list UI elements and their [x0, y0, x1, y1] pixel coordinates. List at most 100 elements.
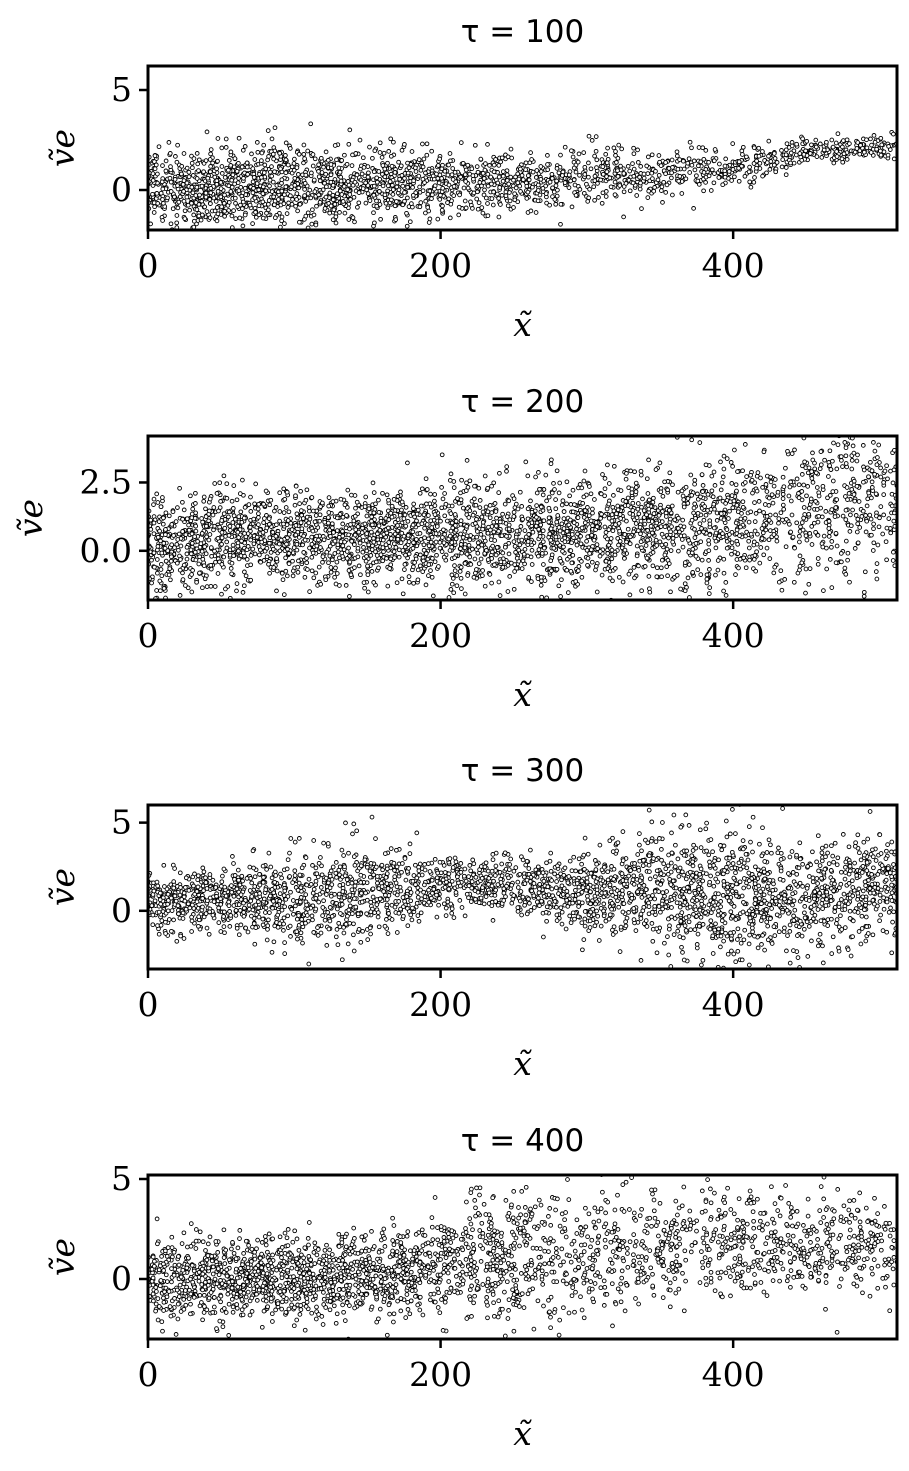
data-point [485, 171, 491, 177]
data-point [756, 145, 762, 151]
data-point [691, 620, 695, 624]
data-point [303, 199, 309, 204]
data-point [475, 189, 480, 195]
data-point [857, 151, 863, 157]
data-point [435, 216, 441, 222]
data-point [462, 545, 468, 551]
data-point [180, 516, 185, 522]
data-point [320, 500, 325, 506]
data-point [541, 518, 547, 524]
data-point [165, 195, 170, 201]
data-point [365, 589, 371, 595]
data-point [534, 168, 540, 173]
data-point [864, 503, 870, 509]
data-point [152, 204, 157, 210]
data-point [238, 202, 243, 208]
data-point [788, 160, 793, 166]
data-point [495, 191, 500, 197]
data-point [868, 459, 873, 465]
data-point [869, 479, 875, 485]
data-point [704, 576, 710, 582]
data-point [593, 134, 599, 139]
data-point [439, 176, 444, 181]
data-point [294, 547, 300, 553]
data-point [600, 171, 606, 177]
data-point [363, 558, 369, 564]
data-point [172, 545, 177, 550]
data-point [391, 541, 397, 547]
data-point [813, 144, 819, 150]
data-point [267, 540, 272, 546]
data-point [281, 486, 287, 492]
data-point [369, 518, 374, 524]
data-point [528, 498, 533, 504]
data-point [356, 190, 362, 195]
data-point [286, 509, 292, 515]
data-point [234, 588, 239, 594]
data-point [558, 152, 563, 158]
data-point [450, 166, 456, 171]
data-point [382, 192, 388, 198]
data-point [245, 544, 251, 549]
data-point [787, 484, 793, 490]
data-point [774, 538, 780, 544]
data-point [340, 199, 346, 204]
data-point [226, 509, 232, 515]
data-point [240, 147, 246, 153]
data-point [221, 473, 227, 479]
data-point [786, 418, 790, 422]
data-point [500, 169, 506, 174]
data-point [585, 562, 590, 568]
data-point [281, 592, 287, 597]
data-point [512, 562, 518, 567]
data-point [821, 588, 826, 593]
data-point [259, 175, 264, 180]
data-point [174, 159, 180, 165]
data-point [288, 193, 293, 199]
data-point [665, 573, 670, 579]
data-point [207, 197, 213, 202]
data-point [224, 539, 230, 545]
data-point [487, 503, 493, 508]
data-point [317, 178, 323, 184]
data-point [589, 559, 595, 565]
data-point [237, 491, 243, 496]
data-point [194, 579, 199, 585]
data-point [204, 534, 209, 540]
data-point [372, 148, 378, 154]
data-point [650, 176, 655, 181]
data-point [418, 167, 424, 173]
data-point [398, 163, 404, 169]
data-point [452, 555, 457, 561]
data-point [803, 148, 808, 154]
data-point [680, 517, 686, 523]
data-point [367, 536, 373, 541]
data-point [475, 550, 481, 556]
data-point [598, 491, 604, 497]
data-point [386, 149, 392, 154]
data-point [267, 521, 272, 527]
data-point [846, 491, 852, 496]
data-point [703, 180, 708, 185]
data-point [668, 516, 673, 522]
data-point [632, 469, 637, 475]
data-point [518, 524, 524, 529]
data-point [773, 169, 779, 175]
data-point [513, 185, 519, 191]
data-point [613, 153, 618, 158]
data-point [884, 525, 890, 531]
data-point [403, 544, 408, 550]
data-point [155, 171, 160, 177]
data-point [151, 210, 157, 215]
data-point [547, 179, 553, 185]
data-point [385, 205, 391, 211]
data-point [516, 176, 522, 182]
data-point [617, 538, 623, 544]
data-point [152, 159, 157, 164]
data-point [809, 542, 815, 547]
data-point [714, 518, 720, 523]
data-point [847, 579, 852, 585]
data-point [176, 199, 182, 205]
data-point [457, 569, 463, 574]
data-point [768, 479, 774, 485]
